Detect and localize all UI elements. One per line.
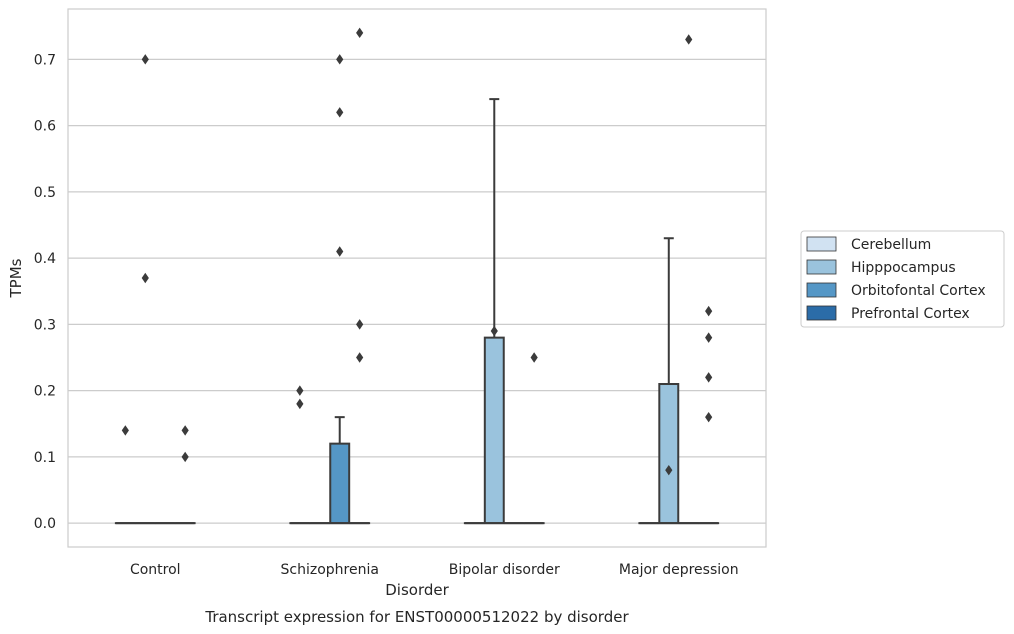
legend: Cerebellum Hipppocampus Orbitofontal Cor… bbox=[800, 230, 1005, 328]
y-tick-label: 0.7 bbox=[34, 52, 56, 68]
outlier-point bbox=[121, 425, 129, 436]
box-plot-group bbox=[698, 305, 720, 525]
x-tick-label: Schizophrenia bbox=[281, 562, 379, 578]
legend-swatch bbox=[806, 282, 837, 298]
outlier-point bbox=[141, 54, 149, 65]
legend-label: Hipppocampus bbox=[851, 260, 956, 276]
box-plot-group bbox=[483, 98, 505, 525]
outlier-point bbox=[705, 372, 713, 383]
y-tick-label: 0.0 bbox=[34, 516, 56, 532]
y-axis-ticks: 0.0 0.1 0.2 0.3 0.4 0.5 0.6 0.7 bbox=[34, 52, 56, 532]
box-plot-group bbox=[134, 54, 156, 525]
outlier-point bbox=[141, 272, 149, 284]
y-tick-label: 0.2 bbox=[34, 384, 56, 400]
box-plot-group bbox=[658, 237, 680, 525]
y-tick-label: 0.6 bbox=[34, 119, 56, 135]
box-plot-group bbox=[114, 425, 136, 525]
x-tick-label: Bipolar disorder bbox=[449, 562, 560, 578]
x-axis-ticks: Control Schizophrenia Bipolar disorder Majo… bbox=[130, 562, 739, 578]
outlier-point bbox=[356, 352, 364, 363]
box bbox=[329, 442, 351, 525]
outlier-point bbox=[685, 34, 693, 45]
outlier-point bbox=[336, 54, 344, 65]
box-plot-group bbox=[349, 27, 371, 525]
chart-title: Transcript expression for ENST0000051202… bbox=[204, 608, 629, 626]
outlier-point bbox=[705, 411, 713, 423]
y-tick-label: 0.4 bbox=[34, 251, 56, 267]
outlier-point bbox=[296, 398, 304, 410]
legend-frame bbox=[800, 230, 1005, 328]
outlier-point bbox=[296, 385, 304, 396]
plot-frame bbox=[67, 8, 767, 548]
outlier-point bbox=[530, 352, 538, 363]
legend-label: Cerebellum bbox=[851, 237, 931, 253]
box-plot-group bbox=[174, 425, 196, 525]
x-axis-label: Disorder bbox=[385, 581, 449, 599]
box-plot-group bbox=[523, 352, 545, 525]
box bbox=[658, 383, 680, 525]
x-tick-label: Control bbox=[130, 562, 181, 578]
outlier-point bbox=[181, 451, 189, 463]
box bbox=[483, 336, 505, 525]
legend-swatch bbox=[806, 305, 837, 321]
outlier-point bbox=[705, 305, 713, 317]
outlier-point bbox=[665, 464, 673, 476]
box-plot-group bbox=[678, 34, 700, 525]
x-tick-label: Major depression bbox=[619, 562, 739, 578]
outlier-point bbox=[356, 27, 364, 39]
y-tick-label: 0.1 bbox=[34, 450, 56, 466]
outlier-point bbox=[336, 107, 344, 118]
outlier-point bbox=[356, 319, 364, 330]
y-axis-label: TPMs bbox=[7, 258, 25, 298]
box-plot-group bbox=[329, 54, 351, 525]
legend-label: Orbitofontal Cortex bbox=[851, 283, 986, 299]
legend-label: Prefrontal Cortex bbox=[851, 306, 970, 322]
y-tick-label: 0.3 bbox=[34, 317, 56, 333]
legend-swatch bbox=[806, 236, 837, 252]
box-plot-group bbox=[289, 385, 311, 525]
box-plots bbox=[114, 27, 720, 525]
outlier-point bbox=[336, 246, 344, 257]
outlier-point bbox=[490, 325, 498, 337]
legend-swatch bbox=[806, 259, 837, 275]
outlier-point bbox=[705, 332, 713, 343]
outlier-point bbox=[181, 425, 189, 436]
y-tick-label: 0.5 bbox=[34, 185, 56, 201]
